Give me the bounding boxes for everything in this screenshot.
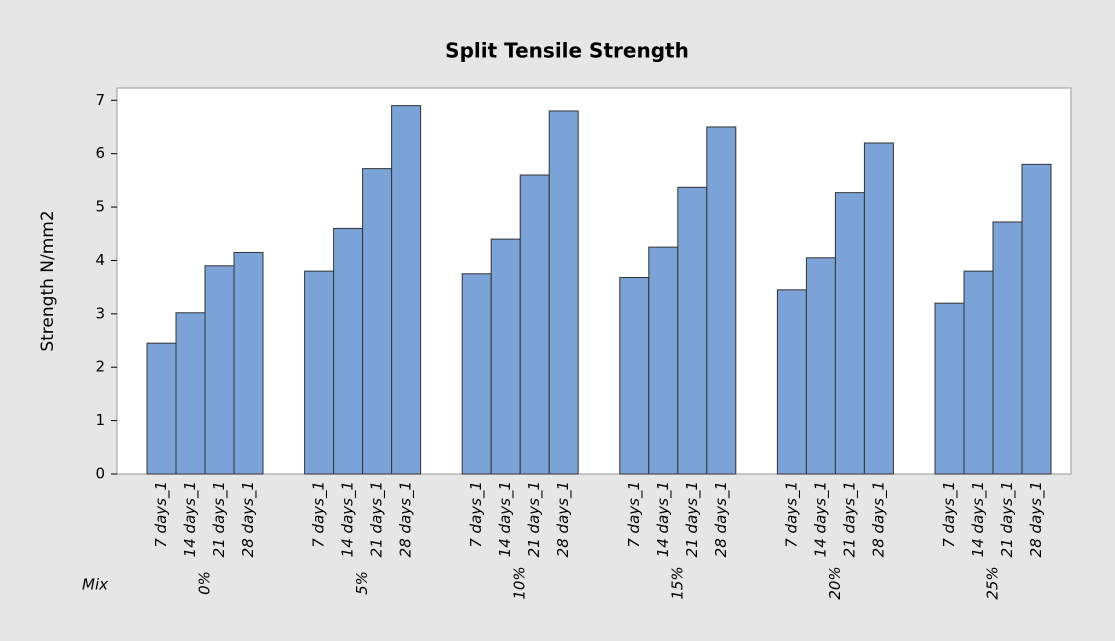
bar bbox=[805, 257, 836, 475]
x-tick-label: 7 days_1 bbox=[940, 481, 959, 548]
x-tick-label: 14 days_1 bbox=[969, 481, 988, 557]
x-tick-label: 7 days_1 bbox=[782, 481, 801, 548]
bar bbox=[963, 270, 994, 475]
x-tick-label: 14 days_1 bbox=[811, 481, 830, 557]
bar bbox=[548, 110, 579, 475]
group-label: 15% bbox=[668, 566, 686, 599]
bar bbox=[1021, 163, 1052, 475]
bar bbox=[706, 126, 737, 475]
bar bbox=[146, 342, 177, 475]
bar bbox=[490, 238, 521, 475]
x-tick-label: 21 days_1 bbox=[840, 481, 859, 557]
bar bbox=[391, 105, 422, 475]
x-tick-label: 7 days_1 bbox=[467, 481, 486, 548]
bar bbox=[992, 221, 1023, 475]
bar bbox=[233, 251, 264, 475]
bar bbox=[648, 246, 679, 475]
chart-title: Split Tensile Strength bbox=[445, 39, 689, 63]
y-tick-label: 7 bbox=[95, 91, 105, 109]
group-axis-label: Mix bbox=[82, 576, 108, 594]
x-tick-label: 28 days_1 bbox=[869, 481, 888, 557]
bar bbox=[461, 273, 492, 475]
y-tick-label: 6 bbox=[95, 144, 105, 162]
x-tick-label: 7 days_1 bbox=[625, 481, 644, 548]
x-tick-label: 28 days_1 bbox=[1027, 481, 1046, 557]
bar bbox=[304, 270, 335, 475]
y-tick-label: 5 bbox=[95, 198, 105, 216]
x-tick-label: 28 days_1 bbox=[554, 481, 573, 557]
x-tick-label: 21 days_1 bbox=[210, 481, 229, 557]
bar bbox=[333, 227, 364, 475]
y-tick-label: 4 bbox=[95, 251, 105, 269]
x-tick-label: 14 days_1 bbox=[181, 481, 200, 557]
y-tick-label: 1 bbox=[95, 411, 105, 429]
x-tick-label: 14 days_1 bbox=[496, 481, 515, 557]
x-tick-label: 7 days_1 bbox=[310, 481, 329, 548]
x-tick-label: 28 days_1 bbox=[712, 481, 731, 557]
bar bbox=[619, 277, 650, 475]
bar bbox=[204, 265, 235, 475]
bar bbox=[834, 192, 865, 475]
bar bbox=[934, 302, 965, 475]
bar bbox=[519, 174, 550, 475]
group-label: 0% bbox=[196, 571, 214, 595]
x-tick-label: 14 days_1 bbox=[654, 481, 673, 557]
x-tick-label: 21 days_1 bbox=[998, 481, 1017, 557]
bar bbox=[175, 312, 206, 475]
group-label: 25% bbox=[984, 566, 1002, 599]
x-tick-label: 28 days_1 bbox=[397, 481, 416, 557]
bar bbox=[863, 142, 894, 475]
y-axis-label: Strength N/mm2 bbox=[38, 210, 58, 351]
group-label: 10% bbox=[511, 566, 529, 599]
plot-area bbox=[116, 87, 1072, 475]
y-tick-label: 2 bbox=[95, 358, 105, 376]
group-label: 5% bbox=[353, 571, 371, 595]
x-tick-label: 21 days_1 bbox=[525, 481, 544, 557]
x-tick-label: 21 days_1 bbox=[683, 481, 702, 557]
x-tick-label: 21 days_1 bbox=[368, 481, 387, 557]
y-tick-label: 3 bbox=[95, 304, 105, 322]
bar bbox=[362, 168, 393, 475]
x-tick-label: 28 days_1 bbox=[239, 481, 258, 557]
bar bbox=[677, 186, 708, 475]
group-label: 20% bbox=[826, 566, 844, 599]
x-tick-label: 7 days_1 bbox=[152, 481, 171, 548]
y-tick-label: 0 bbox=[95, 465, 105, 483]
x-tick-label: 14 days_1 bbox=[339, 481, 358, 557]
bar bbox=[776, 289, 807, 475]
